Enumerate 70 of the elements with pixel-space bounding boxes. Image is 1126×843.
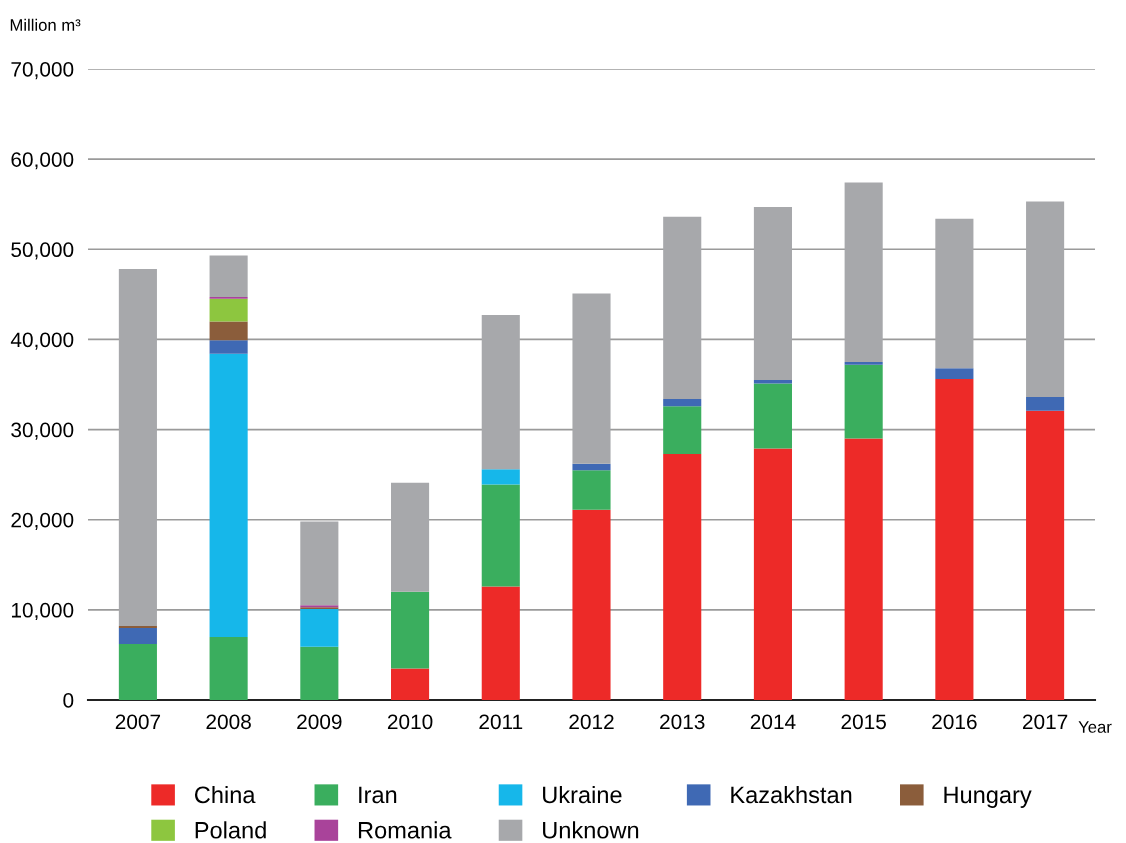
- bar: [481, 586, 520, 700]
- bar: [118, 627, 157, 645]
- bar: [844, 361, 883, 365]
- bar: [300, 608, 339, 647]
- bar: [391, 668, 430, 700]
- bar: [663, 406, 702, 454]
- bar: [753, 448, 792, 700]
- legend-label: Romania: [358, 821, 452, 839]
- bar: [391, 591, 430, 669]
- bar: [572, 509, 611, 700]
- bar: [1026, 410, 1065, 700]
- bar: [844, 438, 883, 700]
- bar: [572, 470, 611, 510]
- bar: [663, 398, 702, 407]
- bar: [753, 379, 792, 384]
- y-tick-label: 20,000: [11, 512, 74, 530]
- x-tick-label: 2010: [387, 714, 433, 730]
- bar: [300, 521, 339, 606]
- x-tick-label: 2008: [206, 714, 251, 730]
- bar: [209, 636, 248, 700]
- x-tick-label: 2011: [479, 714, 523, 730]
- y-tick-label: 70,000: [11, 62, 74, 80]
- x-tick-label: 2007: [115, 714, 161, 730]
- bar: [935, 218, 974, 369]
- bar: [935, 368, 974, 380]
- legend-label: China: [194, 785, 256, 804]
- bar: [935, 379, 974, 700]
- legend-label: Ukraine: [543, 785, 622, 804]
- x-tick-label: 2012: [569, 714, 614, 730]
- x-tick-label: 2009: [297, 714, 342, 730]
- bar: [572, 463, 611, 471]
- bar: [844, 182, 883, 362]
- bar: [209, 255, 248, 298]
- y-tick-label: 50,000: [11, 242, 74, 260]
- legend-label: Unknown: [543, 821, 639, 839]
- x-tick-label: 2017: [1022, 714, 1068, 730]
- legend-label: Kazakhstan: [731, 785, 852, 804]
- bar: [209, 298, 248, 322]
- bar: [300, 646, 339, 700]
- x-tick-label: 2014: [750, 714, 796, 730]
- bar: [1026, 397, 1065, 411]
- bar: [118, 644, 157, 700]
- bar: [481, 484, 520, 587]
- bar: [663, 216, 702, 399]
- bar: [1026, 201, 1065, 398]
- x-axis-title: Year: [1078, 721, 1112, 733]
- y-tick-label: 40,000: [10, 332, 74, 350]
- bar: [391, 482, 430, 592]
- legend-label: Hungary: [944, 786, 1032, 808]
- bar: [663, 453, 702, 700]
- y-tick-label: 30,000: [11, 422, 74, 440]
- bar: [118, 269, 157, 627]
- legend-label: Poland: [195, 821, 266, 839]
- bar: [753, 383, 792, 449]
- bar: [481, 469, 520, 485]
- x-tick-label: 2016: [932, 714, 977, 730]
- legend-label: Iran: [359, 786, 397, 804]
- y-tick-label: 0: [63, 693, 74, 708]
- x-tick-label: 2013: [660, 714, 705, 730]
- x-tick-label: 2015: [841, 714, 886, 730]
- y-axis-title: Million m³: [10, 18, 81, 31]
- bar: [844, 364, 883, 439]
- bar: [209, 353, 248, 637]
- bar: [481, 315, 520, 470]
- bar: [753, 206, 792, 380]
- bar: [572, 293, 611, 464]
- bar: [209, 321, 248, 341]
- y-tick-label: 60,000: [11, 152, 74, 170]
- bar: [209, 340, 248, 354]
- y-tick-label: 10,000: [11, 602, 74, 621]
